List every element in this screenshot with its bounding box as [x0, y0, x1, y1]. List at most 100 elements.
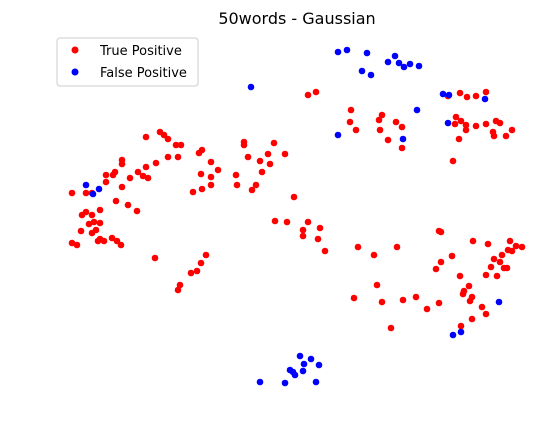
true-positive-point-112	[457, 117, 465, 125]
true-positive-point-60	[73, 241, 81, 249]
false-positive-point-19	[444, 119, 452, 127]
false-positive-point-22	[495, 298, 503, 306]
true-positive-point-102	[412, 293, 420, 301]
true-positive-point-121	[490, 132, 498, 140]
true-positive-point-58	[117, 241, 125, 249]
false-positive-point-13	[358, 67, 366, 75]
true-positive-point-79	[299, 226, 307, 234]
false-positive-point-18	[413, 106, 421, 114]
false-positive-point-25	[296, 352, 304, 360]
true-positive-point-94	[392, 118, 400, 126]
true-positive-point-152	[478, 303, 486, 311]
true-positive-point-139	[432, 265, 440, 273]
true-positive-point-49	[96, 219, 104, 227]
true-positive-point-153	[482, 310, 490, 318]
false-positive-point-4	[334, 48, 342, 56]
true-positive-point-100	[378, 298, 386, 306]
true-positive-point-136	[490, 255, 498, 263]
true-positive-point-145	[503, 264, 511, 272]
true-positive-point-63	[270, 139, 278, 147]
false-positive-point-14	[367, 71, 375, 79]
true-positive-point-40	[133, 207, 141, 215]
true-positive-point-77	[304, 218, 312, 226]
true-positive-point-90	[376, 126, 384, 134]
true-positive-point-99	[350, 294, 358, 302]
true-positive-point-18	[160, 131, 168, 139]
true-positive-point-20	[172, 141, 180, 149]
true-positive-point-107	[456, 89, 464, 97]
true-positive-point-65	[264, 150, 272, 158]
true-positive-point-87	[352, 126, 360, 134]
true-positive-point-83	[304, 91, 312, 99]
true-positive-point-130	[506, 237, 514, 245]
true-positive-point-131	[512, 242, 520, 250]
true-positive-point-67	[244, 153, 252, 161]
true-positive-point-21	[177, 141, 185, 149]
true-positive-point-115	[462, 126, 470, 134]
true-positive-point-143	[496, 258, 504, 266]
true-positive-point-124	[455, 135, 463, 143]
true-positive-point-31	[189, 188, 197, 196]
true-positive-point-8	[118, 160, 126, 168]
true-positive-point-135	[498, 251, 506, 259]
true-positive-point-51	[77, 227, 85, 235]
true-positive-point-142	[493, 272, 501, 280]
true-positive-point-47	[90, 218, 98, 226]
true-positive-point-6	[111, 168, 119, 176]
true-positive-point-71	[252, 181, 260, 189]
false-positive-point-33	[256, 378, 264, 386]
true-positive-point-19	[164, 135, 172, 143]
true-positive-point-27	[214, 166, 222, 174]
true-positive-point-13	[144, 174, 152, 182]
legend-marker-true-positive	[71, 46, 79, 54]
true-positive-point-46	[88, 211, 96, 219]
true-positive-point-3	[102, 171, 110, 179]
true-positive-point-11	[134, 168, 142, 176]
true-positive-point-69	[258, 168, 266, 176]
true-positive-point-62	[240, 141, 248, 149]
true-positive-point-119	[496, 119, 504, 127]
false-positive-point-26	[307, 355, 315, 363]
true-positive-point-55	[94, 237, 102, 245]
true-positive-point-4	[102, 178, 110, 186]
true-positive-point-140	[456, 272, 464, 280]
true-positive-point-128	[469, 237, 477, 245]
false-positive-point-31	[289, 368, 297, 376]
true-positive-point-74	[290, 193, 298, 201]
true-positive-point-48	[85, 220, 93, 228]
true-positive-point-42	[96, 206, 104, 214]
true-positive-point-68	[266, 160, 274, 168]
true-positive-point-113	[451, 120, 459, 128]
true-positive-point-146	[487, 263, 495, 271]
true-positive-point-110	[482, 88, 490, 96]
false-positive-point-5	[343, 46, 351, 54]
points-layer	[68, 46, 526, 387]
false-positive-point-32	[299, 367, 307, 375]
true-positive-point-26	[207, 158, 215, 166]
true-positive-point-66	[256, 157, 264, 165]
true-positive-point-10	[126, 174, 134, 182]
true-positive-point-82	[321, 247, 329, 255]
true-positive-point-12	[139, 172, 147, 180]
false-positive-point-7	[384, 58, 392, 66]
true-positive-point-93	[398, 123, 406, 131]
true-positive-point-25	[198, 146, 206, 154]
true-positive-point-154	[468, 315, 476, 323]
true-positive-point-38	[202, 251, 210, 259]
true-positive-point-14	[142, 163, 150, 171]
true-positive-point-114	[462, 121, 470, 129]
false-positive-point-0	[82, 181, 90, 189]
true-positive-point-36	[174, 286, 182, 294]
true-positive-point-16	[142, 133, 150, 141]
true-positive-point-52	[88, 229, 96, 237]
true-positive-point-41	[112, 197, 120, 205]
true-positive-point-122	[502, 132, 510, 140]
true-positive-point-57	[113, 237, 121, 245]
true-positive-point-64	[281, 150, 289, 158]
true-positive-point-30	[198, 185, 206, 193]
true-positive-point-35	[176, 281, 184, 289]
legend-box	[56, 37, 199, 87]
true-positive-point-32	[207, 181, 215, 189]
true-positive-point-88	[375, 116, 383, 124]
legend: True Positive False Positive	[56, 37, 199, 87]
